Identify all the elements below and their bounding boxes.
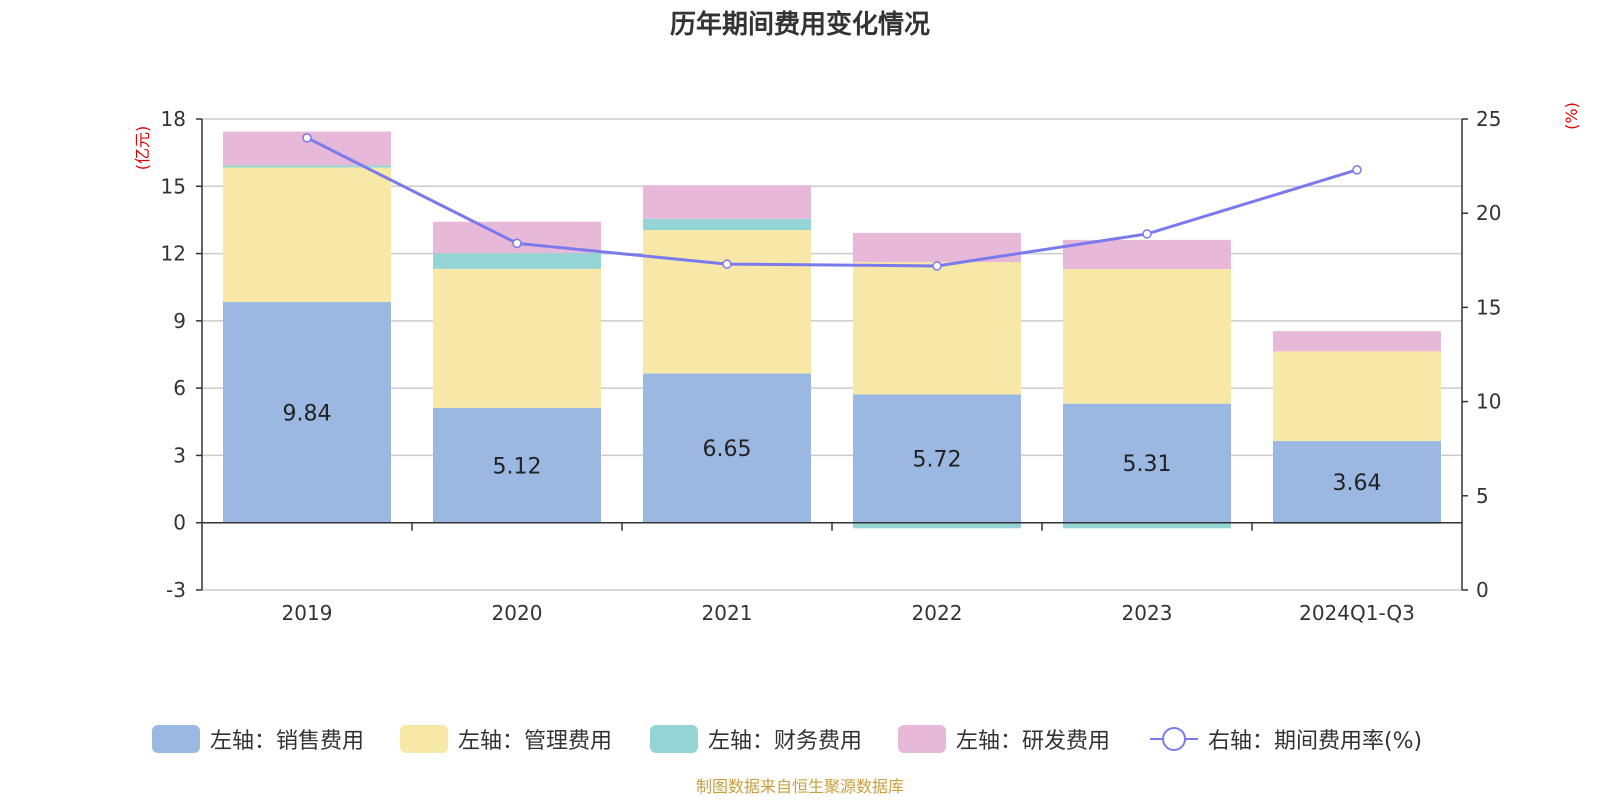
bar-segment-1-2023 — [1063, 403, 1231, 523]
bar-data-label: 5.31 — [1123, 452, 1172, 477]
rate-line-point — [302, 133, 312, 143]
bar-segment-4-2023 — [1063, 239, 1231, 270]
rate-line-point — [1142, 229, 1152, 239]
bar-data-label: 5.12 — [493, 454, 542, 479]
legend-item[interactable]: 左轴：研发费用 — [898, 725, 1110, 754]
bar-segment-3-2022 — [853, 522, 1021, 529]
left-tick-label: 0 — [173, 511, 186, 535]
legend-item[interactable]: 左轴：管理费用 — [400, 725, 612, 754]
rate-line-path — [306, 136, 1358, 268]
legend-label: 右轴：期间费用率(%) — [1208, 729, 1422, 754]
legend-swatch — [898, 725, 946, 753]
bar-segment-4-2021 — [643, 185, 811, 219]
bar-segment-3-2019 — [223, 165, 391, 168]
right-tick-label: 25 — [1476, 107, 1501, 131]
right-tick-label: 10 — [1476, 390, 1501, 414]
expense-rate-line — [302, 133, 1362, 271]
category-label: 2019 — [282, 601, 333, 625]
bar-segment-1-2021 — [643, 373, 811, 523]
bar-segment-3-2021 — [643, 218, 811, 231]
right-axis-unit-label: (%) — [1562, 102, 1581, 130]
bar-segment-4-2024Q1-Q3 — [1273, 331, 1441, 352]
bar-segment-1-2019 — [223, 302, 391, 523]
left-tick-label: 15 — [161, 174, 186, 198]
legend-item[interactable]: 左轴：财务费用 — [650, 725, 862, 754]
rate-line-point — [1352, 165, 1362, 175]
legend-item[interactable]: 右轴：期间费用率(%) — [1150, 727, 1422, 754]
legend-swatch — [650, 725, 698, 753]
bar-segment-2-2024Q1-Q3 — [1273, 351, 1441, 442]
category-label: 2021 — [702, 601, 753, 625]
bar-segment-2-2021 — [643, 230, 811, 374]
chart-title: 历年期间费用变化情况 — [670, 9, 930, 40]
right-tick-label: 15 — [1476, 295, 1501, 319]
left-tick-label: -3 — [166, 578, 186, 602]
legend: 左轴：销售费用 左轴：管理费用 左轴：财务费用 左轴：研发费用 右轴：期间费用率(%) — [152, 725, 1422, 754]
legend-swatch — [152, 725, 200, 753]
bar-segment-1-2024Q1-Q3 — [1273, 441, 1441, 523]
bar-segment-3-2023 — [1063, 522, 1231, 529]
left-tick-label: 3 — [173, 443, 186, 467]
right-tick-label: 20 — [1476, 201, 1501, 225]
left-axis-unit-label: (亿元) — [133, 126, 152, 171]
legend-swatch — [400, 725, 448, 753]
right-tick-label: 0 — [1476, 578, 1489, 602]
bar-segment-3-2020 — [433, 253, 601, 269]
data-labels: 9.84 5.12 6.65 5.72 5.31 3.64 — [283, 401, 1382, 496]
right-tick-label: 5 — [1476, 484, 1489, 508]
rate-line-point — [932, 261, 942, 271]
axes: -3 0 3 6 9 12 15 18 0 5 10 15 20 25 2019 2020 2021 2022 20… — [161, 107, 1502, 625]
bar-data-label: 9.84 — [283, 401, 332, 426]
legend-marker — [1162, 727, 1186, 751]
category-label: 2023 — [1122, 601, 1173, 625]
rate-line-point — [722, 259, 732, 269]
category-label: 2022 — [912, 601, 963, 625]
left-tick-label: 18 — [161, 107, 186, 131]
bar-segment-2-2019 — [223, 167, 391, 303]
left-tick-label: 6 — [173, 376, 186, 400]
bar-data-label: 3.64 — [1333, 471, 1382, 496]
legend-label: 左轴：管理费用 — [458, 729, 612, 754]
legend-label: 左轴：研发费用 — [956, 729, 1110, 754]
rate-line-point — [512, 238, 522, 249]
legend-label: 左轴：销售费用 — [210, 729, 364, 754]
bar-segment-2-2022 — [853, 262, 1021, 395]
bar-segment-2-2020 — [433, 268, 601, 408]
bar-data-label: 6.65 — [703, 437, 752, 462]
legend-label: 左轴：财务费用 — [708, 729, 862, 754]
legend-item[interactable]: 左轴：销售费用 — [152, 725, 364, 754]
bar-segment-2-2023 — [1063, 269, 1231, 404]
bars — [223, 131, 1441, 529]
bar-segment-1-2020 — [433, 407, 601, 523]
bar-segment-1-2022 — [853, 394, 1021, 523]
bar-data-label: 5.72 — [913, 448, 962, 473]
data-source-note: 制图数据来自恒生聚源数据库 — [696, 777, 904, 796]
left-tick-label: 12 — [161, 242, 186, 266]
category-label: 2024Q1-Q3 — [1299, 601, 1415, 625]
category-label: 2020 — [492, 601, 543, 625]
left-tick-label: 9 — [173, 309, 186, 333]
